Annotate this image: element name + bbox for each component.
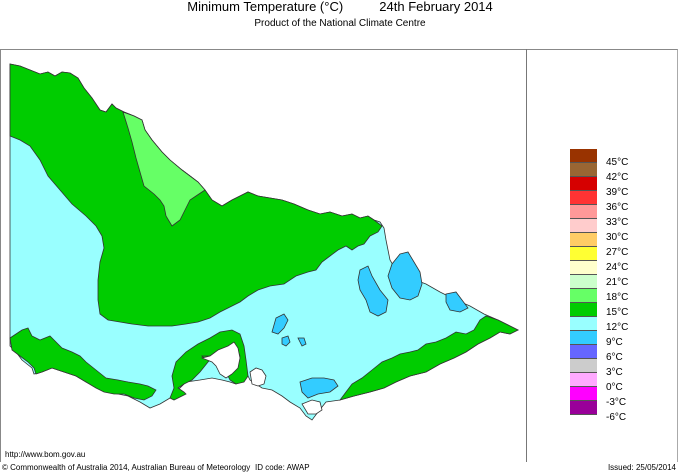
legend-label: 18°C — [606, 292, 629, 303]
western-port — [249, 367, 267, 387]
legend-label: 45°C — [606, 157, 629, 168]
region-9c-coast — [445, 291, 469, 313]
title-text: Minimum Temperature (°C) — [187, 0, 344, 14]
legend-swatch-10 — [570, 289, 597, 303]
legend-label: 27°C — [606, 247, 629, 258]
region-9c-east — [357, 265, 389, 317]
legend-label: 15°C — [606, 307, 629, 318]
legend-label: 36°C — [606, 202, 629, 213]
bom-url[interactable]: http://www.bom.gov.au — [5, 450, 86, 459]
legend-label: 33°C — [606, 217, 629, 228]
legend-label: 3°C — [606, 367, 623, 378]
temperature-legend: 45°C 42°C 39°C 36°C 33°C 30°C 27°C 24°C … — [570, 149, 628, 423]
legend-label: 12°C — [606, 322, 629, 333]
region-9c-gippsland — [299, 377, 339, 399]
legend-swatch-4 — [570, 205, 597, 219]
legend-swatch-14 — [570, 345, 597, 359]
legend-swatch-8 — [570, 261, 597, 275]
region-15c-east — [338, 315, 519, 401]
map-title: Minimum Temperature (°C) 24th February 2… — [0, 0, 680, 14]
legend-swatch-12 — [570, 317, 597, 331]
region-9c-small-1 — [271, 313, 289, 335]
region-18c — [122, 111, 206, 227]
issued-date: Issued: 25/05/2014 — [607, 463, 676, 472]
legend-swatch-16 — [570, 373, 597, 387]
legend-label: 24°C — [606, 262, 629, 273]
map-subtitle: Product of the National Climate Centre — [254, 18, 426, 29]
legend-label: -3°C — [606, 397, 627, 408]
id-code: ID code: AWAP — [255, 463, 310, 472]
map-frame — [0, 49, 678, 462]
region-9c-small-2 — [281, 335, 291, 347]
legend-swatch-18 — [570, 401, 597, 415]
title-date: 24th February 2014 — [379, 0, 493, 14]
legend-divider — [526, 49, 527, 462]
legend-label: 6°C — [606, 352, 623, 363]
legend-swatch-11 — [570, 303, 597, 317]
region-9c-alpine — [387, 251, 423, 301]
legend-swatch-3 — [570, 191, 597, 205]
legend-swatch-2 — [570, 177, 597, 191]
legend-swatch-0 — [570, 149, 597, 163]
legend-label: 30°C — [606, 232, 629, 243]
temperature-map — [9, 63, 519, 421]
legend-swatch-6 — [570, 233, 597, 247]
legend-swatch-7 — [570, 247, 597, 261]
legend-swatch-13 — [570, 331, 597, 345]
legend-label: 9°C — [606, 337, 623, 348]
copyright-text: © Commonwealth of Australia 2014, Austra… — [2, 463, 251, 472]
legend-swatch-5 — [570, 219, 597, 233]
port-phillip-bay — [200, 341, 241, 379]
region-9c-small-3 — [297, 337, 307, 347]
legend-label: 39°C — [606, 187, 629, 198]
legend-swatch-17 — [570, 387, 597, 401]
legend-swatch-1 — [570, 163, 597, 177]
legend-label: 42°C — [606, 172, 629, 183]
corner-inlet — [301, 399, 323, 415]
legend-swatch-9 — [570, 275, 597, 289]
legend-label: 0°C — [606, 382, 623, 393]
legend-label: -6°C — [606, 412, 627, 423]
legend-swatch-15 — [570, 359, 597, 373]
legend-label: 21°C — [606, 277, 629, 288]
region-15c-southwest — [9, 327, 157, 401]
